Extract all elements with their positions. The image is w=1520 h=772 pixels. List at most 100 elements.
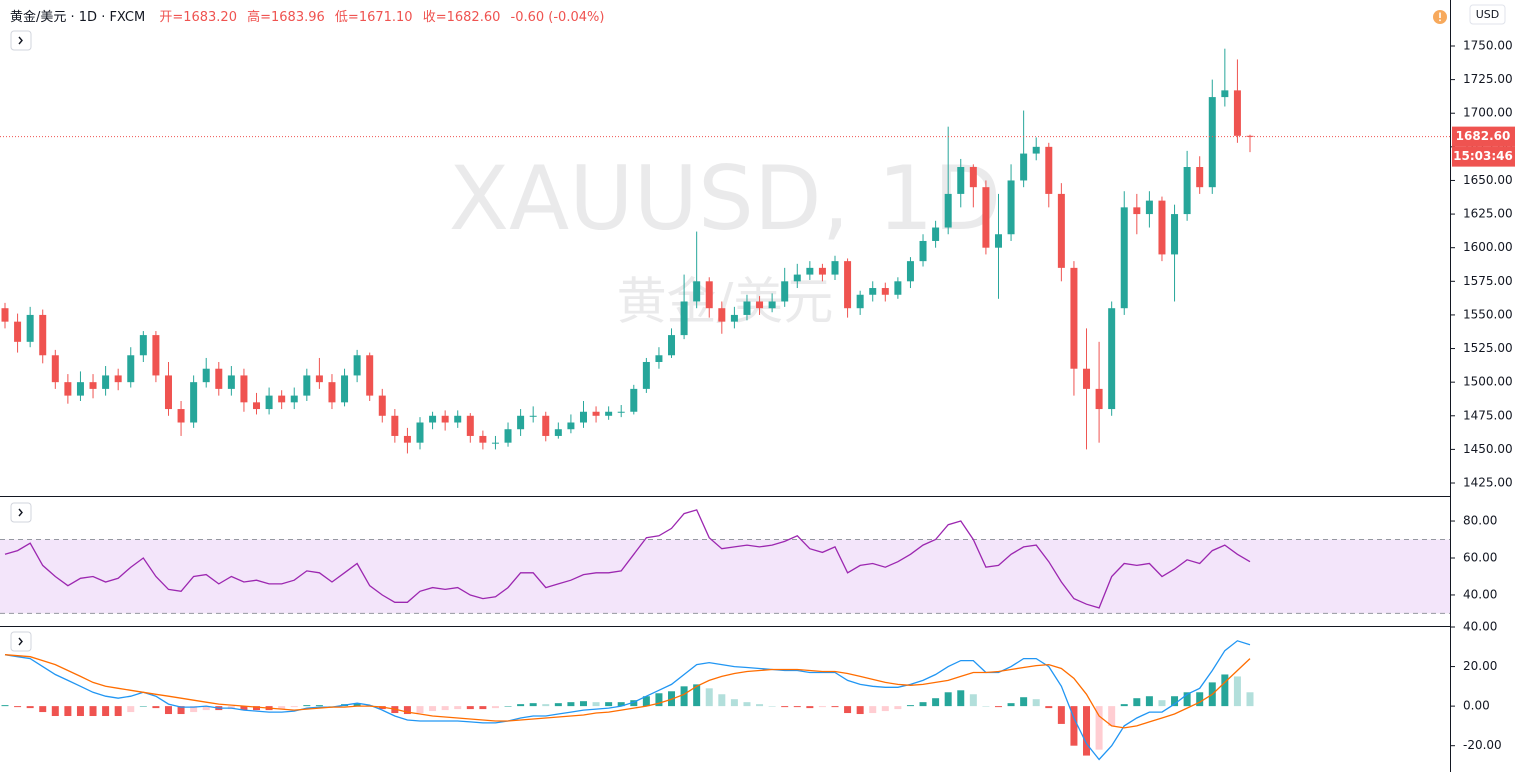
rsi-line <box>4 509 1251 609</box>
histogram-bar <box>253 706 261 711</box>
candle-body <box>793 274 801 282</box>
candle-body <box>378 395 386 416</box>
candle-body <box>844 261 852 309</box>
candle-body <box>403 435 411 443</box>
histogram-bar <box>190 706 198 713</box>
candle-body <box>1020 153 1028 181</box>
candle-body <box>353 355 361 376</box>
candle-body <box>278 395 286 403</box>
y-tick-label: 20.00 <box>1463 659 1497 673</box>
histogram-bar <box>1032 699 1040 707</box>
candle-body <box>730 314 738 322</box>
candle-body <box>617 411 625 413</box>
candle-body <box>76 382 84 396</box>
histogram-bar <box>881 706 889 712</box>
y-tick-label: 40.00 <box>1463 619 1497 633</box>
ohlc-change: -0.60 (-0.04%) <box>511 10 605 25</box>
histogram-bar <box>642 696 650 707</box>
histogram-bar <box>202 706 210 711</box>
candle-body <box>190 382 198 423</box>
histogram-bar <box>529 703 537 707</box>
collapse-button[interactable] <box>10 502 32 523</box>
collapse-button[interactable] <box>10 30 32 51</box>
currency-box[interactable] <box>1469 4 1506 25</box>
candle-body <box>479 435 487 443</box>
candle-body <box>1171 214 1179 255</box>
candle-body <box>668 335 676 356</box>
histogram-bar <box>806 706 814 709</box>
y-tick-label: 60.00 <box>1463 550 1497 564</box>
histogram-bar <box>517 704 525 707</box>
histogram-bar <box>403 706 411 715</box>
histogram-bar <box>655 693 663 707</box>
histogram-bar <box>743 702 751 707</box>
candle-body <box>177 409 185 423</box>
candle-body <box>1045 146 1053 194</box>
histogram-bar <box>1083 706 1091 756</box>
candle-body <box>894 281 902 295</box>
candle-body <box>1246 135 1254 137</box>
histogram-bar <box>1233 676 1241 707</box>
ohlc-open: 开=1683.20 <box>159 10 237 25</box>
histogram-bar <box>1145 696 1153 707</box>
histogram-bar <box>1171 696 1179 707</box>
candle-body <box>806 267 814 275</box>
watermark-sub: 黄金/美元 <box>617 273 834 331</box>
candle-body <box>341 375 349 403</box>
candle-body <box>441 415 449 423</box>
histogram-bar <box>605 702 613 707</box>
candle-body <box>994 234 1002 248</box>
collapse-button[interactable] <box>10 631 32 652</box>
histogram-bar <box>869 706 877 714</box>
candle-body <box>303 375 311 396</box>
plot: 1425.00 1450.00 1475.00 1500.00 1525.00 1550.… <box>0 38 1513 761</box>
histogram-bar <box>542 704 550 707</box>
candle-body <box>26 314 34 342</box>
candle-body <box>240 375 248 403</box>
histogram-bar <box>1045 706 1053 709</box>
histogram-bar <box>1158 700 1166 707</box>
candle-body <box>944 193 952 228</box>
watermark-group: XAUUSD, 1D 黄金/美元 <box>449 147 1002 331</box>
candle-body <box>579 411 587 423</box>
histogram-bar <box>756 704 764 707</box>
histogram-bar <box>491 706 499 709</box>
candle-body <box>768 301 776 309</box>
histogram-bar <box>969 694 977 707</box>
candle-body <box>743 301 751 315</box>
histogram-bar <box>441 706 449 711</box>
y-tick-label: 1425.00 <box>1463 476 1513 490</box>
y-tick-label: 1625.00 <box>1463 207 1513 221</box>
y-tick-label: 1450.00 <box>1463 442 1513 456</box>
histogram-bar <box>906 705 914 707</box>
histogram-bar <box>592 702 600 707</box>
candle-body <box>1032 146 1040 154</box>
ohlc-low: 低=1671.10 <box>335 10 413 25</box>
candle-body <box>1095 388 1103 410</box>
histogram-bar <box>353 703 361 707</box>
symbol-title: 黄金/美元 · 1D · FXCM <box>10 9 145 25</box>
candle-body <box>718 308 726 322</box>
histogram-bar <box>730 699 738 707</box>
candle-body <box>542 415 550 436</box>
histogram-bar <box>315 705 323 707</box>
histogram-bar <box>680 686 688 707</box>
histogram-bar <box>1057 706 1065 724</box>
candle-body <box>1057 193 1065 268</box>
histogram-bar <box>290 706 298 708</box>
candle-body <box>1145 200 1153 215</box>
candle-body <box>227 375 235 389</box>
candle-body <box>454 415 462 423</box>
y-tick-label: 1550.00 <box>1463 307 1513 321</box>
histogram-bar <box>781 706 789 708</box>
alert-icon[interactable] <box>1433 10 1447 24</box>
candle-body <box>1208 97 1216 188</box>
histogram-bar <box>617 702 625 707</box>
currency-label: USD <box>1476 8 1500 21</box>
last-price-label: 1682.60 <box>1456 129 1511 143</box>
histogram-bar <box>64 706 72 717</box>
candle-body <box>1233 90 1241 136</box>
histogram-bar <box>240 706 248 711</box>
